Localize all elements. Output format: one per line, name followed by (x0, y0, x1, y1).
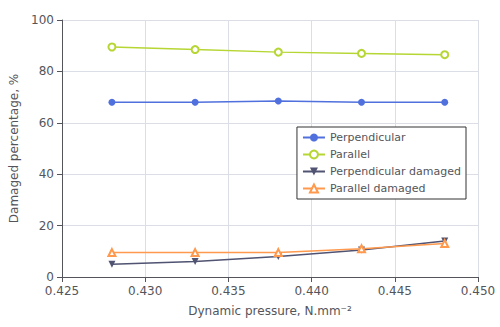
svg-text:Perpendicular damaged: Perpendicular damaged (330, 165, 461, 178)
svg-text:Parallel: Parallel (330, 148, 370, 161)
svg-text:0.430: 0.430 (128, 284, 162, 298)
svg-text:Dynamic pressure, N.mm⁻²: Dynamic pressure, N.mm⁻² (188, 304, 352, 318)
svg-text:80: 80 (39, 64, 54, 78)
svg-text:Perpendicular: Perpendicular (330, 131, 406, 144)
svg-text:0.440: 0.440 (294, 284, 328, 298)
svg-text:Damaged percentage, %: Damaged percentage, % (7, 74, 21, 223)
svg-text:20: 20 (39, 219, 54, 233)
svg-text:0.435: 0.435 (211, 284, 245, 298)
svg-text:0: 0 (46, 270, 54, 284)
svg-text:0.445: 0.445 (378, 284, 412, 298)
svg-text:0.450: 0.450 (461, 284, 495, 298)
svg-text:40: 40 (39, 167, 54, 181)
svg-text:100: 100 (31, 13, 54, 27)
svg-text:Parallel damaged: Parallel damaged (330, 182, 426, 195)
svg-text:0.425: 0.425 (45, 284, 79, 298)
svg-text:60: 60 (39, 116, 54, 130)
